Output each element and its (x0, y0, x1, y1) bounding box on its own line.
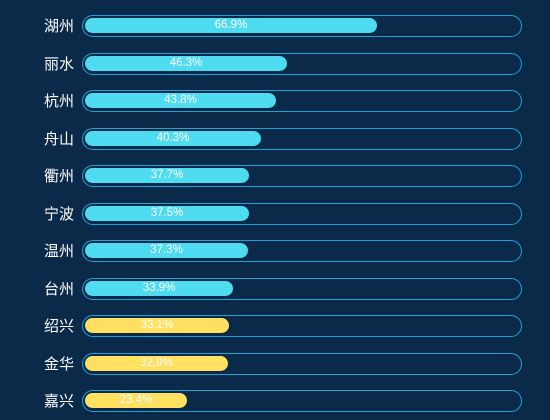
value-label: 37.7% (150, 169, 184, 181)
bar-track: 23.4% (82, 390, 522, 412)
bar (85, 55, 287, 71)
bar-row: 宁波 37.5% (0, 202, 550, 225)
bar-row: 舟山 40.3% (0, 127, 550, 150)
bar-row: 绍兴 33.1% (0, 315, 550, 337)
value-label: 32.9% (140, 356, 173, 369)
category-label: 宁波 (43, 204, 74, 223)
value-label: 37.3% (150, 244, 183, 256)
category-label: 温州 (43, 242, 74, 260)
value-label: 66.9% (214, 19, 248, 31)
bar-track: 32.9% (82, 352, 522, 375)
bar-row: 衢州 37.7% (0, 165, 550, 187)
bar-track: 33.1% (82, 315, 522, 337)
value-label: 43.8% (164, 94, 197, 106)
value-label: 33.9% (142, 281, 176, 294)
bar (85, 318, 229, 333)
bar-track: 46.3% (82, 52, 522, 75)
category-label: 湖州 (43, 17, 74, 35)
bar-row: 温州 37.3% (0, 240, 550, 262)
bar (85, 243, 248, 258)
bar-track: 33.9% (82, 277, 522, 300)
category-label: 丽水 (43, 54, 74, 73)
bar-track: 37.5% (82, 202, 522, 225)
bar-row: 湖州 66.9% (0, 15, 550, 37)
bar-row: 台州 33.9% (0, 277, 550, 300)
bar-row: 丽水 46.3% (0, 52, 550, 75)
bar-track: 43.8% (82, 90, 522, 112)
bar (85, 130, 261, 146)
bar (85, 355, 228, 371)
category-label: 绍兴 (43, 317, 74, 335)
bar-row: 杭州 43.8% (0, 90, 550, 112)
bar-row: 嘉兴 23.4% (0, 390, 550, 412)
bar-row: 金华 32.9% (0, 352, 550, 375)
value-label: 33.1% (140, 319, 174, 331)
value-label: 40.3% (156, 131, 190, 144)
category-label: 杭州 (43, 92, 74, 110)
category-label: 金华 (43, 354, 74, 373)
bar (85, 93, 276, 108)
bar (85, 280, 233, 296)
bar (85, 393, 187, 408)
category-label: 舟山 (43, 129, 74, 148)
bar (85, 168, 249, 183)
bar (85, 18, 377, 33)
value-label: 37.5% (150, 206, 184, 219)
bar-track: 40.3% (82, 127, 522, 150)
value-label: 23.4% (119, 394, 153, 406)
bar (85, 205, 249, 221)
category-label: 嘉兴 (43, 392, 74, 410)
bar-track: 37.7% (82, 165, 522, 187)
category-label: 台州 (43, 279, 74, 298)
value-label: 46.3% (169, 56, 203, 69)
bar-track: 66.9% (82, 15, 522, 37)
bar-track: 37.3% (82, 240, 522, 262)
category-label: 衢州 (43, 167, 74, 185)
